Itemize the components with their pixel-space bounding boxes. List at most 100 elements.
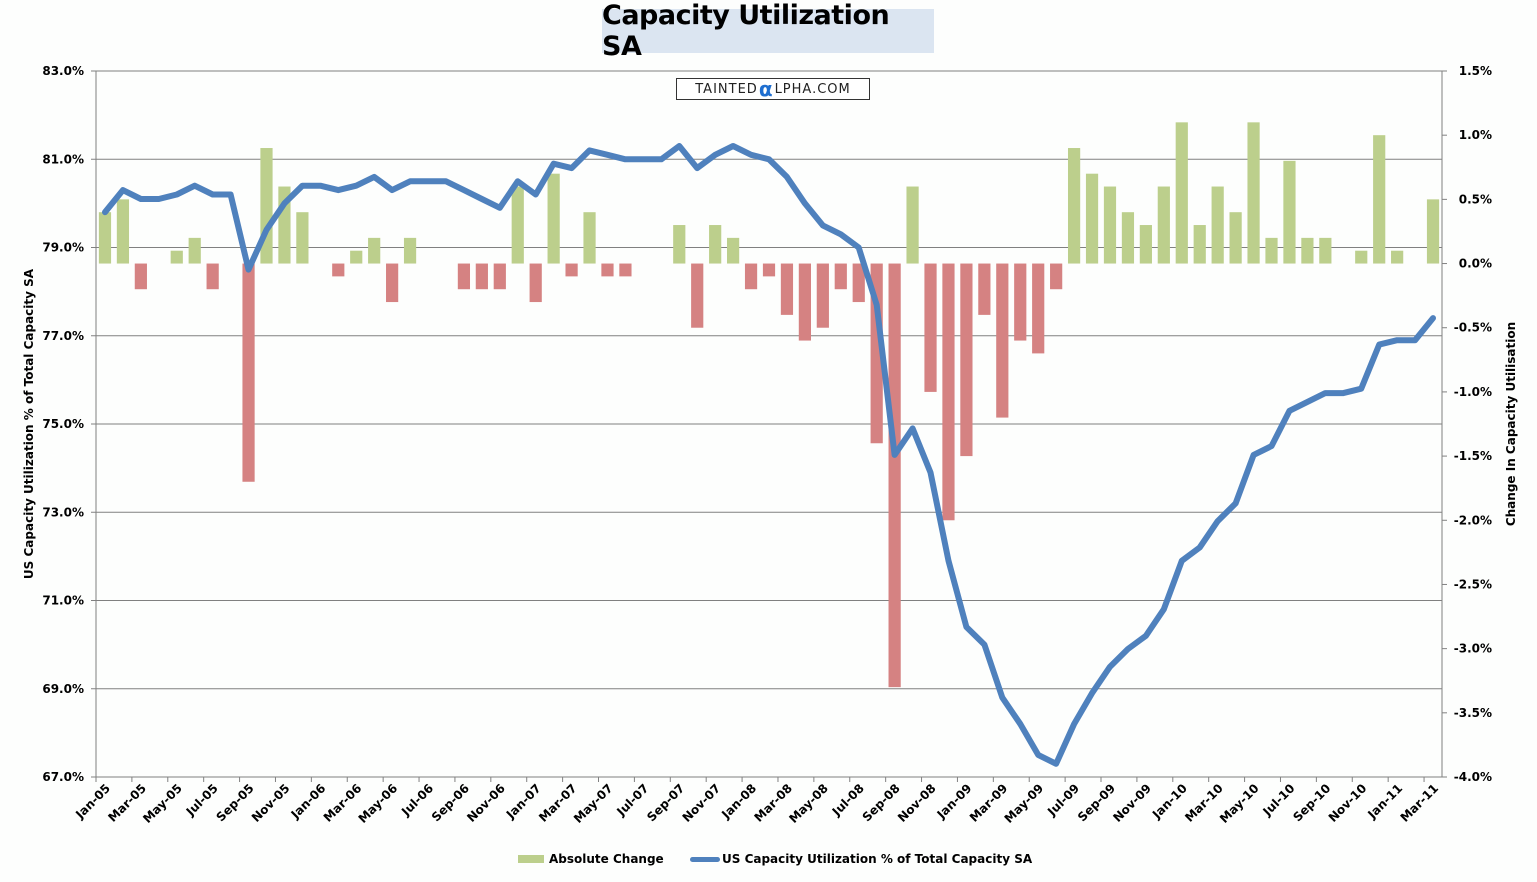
left-tick-label: 69.0%: [42, 682, 84, 696]
bar-negative: [565, 263, 578, 277]
bar-negative: [816, 263, 829, 328]
bar-positive: [906, 186, 919, 264]
bar-positive: [1426, 199, 1440, 264]
gridlines: [96, 70, 1442, 778]
bar-negative: [457, 263, 471, 290]
logo-text-post: LPHA.COM: [774, 81, 851, 97]
x-tick-label: May-08: [786, 781, 831, 826]
right-axis-tick-labels: 1.5% 1.0% 0.5% 0.0% -0.5% -1.0% -1.5% -2.0% -2.5…: [1454, 64, 1492, 784]
right-tick-label: 0.5%: [1459, 192, 1492, 206]
bar-series: [98, 122, 1440, 688]
bar-negative: [332, 263, 345, 277]
bar-positive: [673, 225, 686, 264]
bar-negative: [942, 263, 955, 521]
bar-positive: [547, 173, 560, 264]
bar-positive: [1283, 160, 1296, 264]
right-tick-label: -3.0%: [1454, 642, 1492, 656]
left-tick-label: 81.0%: [42, 152, 84, 166]
bar-positive: [116, 199, 130, 264]
bar-negative: [242, 263, 255, 482]
x-tick-label: Nov-10: [1326, 781, 1370, 825]
left-axis-label: US Capacity Utilization % of Total Capac…: [22, 268, 36, 579]
legend-line-label: US Capacity Utilization % of Total Capac…: [722, 852, 1033, 866]
bar-positive: [350, 250, 363, 264]
bar-negative: [475, 263, 488, 290]
axes: [91, 70, 1447, 782]
left-tick-label: 67.0%: [42, 770, 84, 784]
x-tick-label: Sep-07: [644, 781, 687, 824]
bar-positive: [1391, 250, 1404, 264]
bar-positive: [1067, 148, 1081, 264]
bar-negative: [960, 263, 973, 457]
bar-negative: [529, 263, 542, 303]
bar-negative: [493, 263, 506, 290]
chart-title-box: Capacity Utilization SA: [602, 0, 934, 62]
bar-positive: [170, 250, 183, 264]
left-tick-label: 73.0%: [42, 505, 84, 519]
right-tick-label: 0.0%: [1459, 257, 1492, 271]
bar-negative: [386, 263, 399, 303]
line-series: [102, 143, 1436, 767]
legend-bar-label: Absolute Change: [549, 852, 664, 866]
bar-positive: [188, 237, 201, 264]
right-tick-label: -3.5%: [1454, 706, 1492, 720]
x-tick-label: Sep-10: [1290, 781, 1333, 824]
bar-negative: [691, 263, 704, 328]
left-tick-label: 71.0%: [42, 594, 84, 608]
bar-negative: [924, 263, 937, 392]
x-tick-label: Nov-06: [464, 781, 508, 825]
x-tick-label: Mar-11: [1398, 781, 1442, 825]
bar-negative: [798, 263, 811, 341]
x-axis-tick-labels: Jan-05Mar-05May-05Jul-05Sep-05Nov-05Jan-…: [72, 781, 1441, 826]
bar-positive: [1121, 212, 1135, 264]
bar-positive: [511, 186, 524, 264]
bar-negative: [744, 263, 758, 290]
bar-positive: [1355, 250, 1368, 264]
bar-negative: [601, 263, 614, 277]
x-tick-label: Sep-05: [213, 781, 256, 824]
right-tick-label: -2.0%: [1454, 513, 1492, 527]
bar-positive: [1247, 122, 1260, 264]
bar-negative: [1014, 263, 1027, 341]
legend: Absolute Change US Capacity Utilization …: [0, 850, 1537, 870]
chart-title: Capacity Utilization SA: [602, 0, 890, 62]
x-tick-label: Sep-08: [860, 781, 903, 824]
bar-positive: [727, 237, 740, 264]
left-tick-label: 79.0%: [42, 241, 84, 255]
bar-negative: [1032, 263, 1045, 354]
legend-line-swatch: [690, 856, 720, 862]
bar-negative: [996, 263, 1009, 418]
x-tick-label: Sep-09: [1075, 781, 1118, 824]
right-tick-label: -1.0%: [1454, 385, 1492, 399]
legend-item-bars: Absolute Change: [518, 852, 664, 866]
right-axis-label: Change In Capacity Utilisation: [1504, 322, 1518, 526]
x-tick-label: Sep-06: [429, 781, 472, 824]
x-tick-label: May-05: [140, 781, 185, 826]
right-tick-label: -0.5%: [1454, 321, 1492, 335]
bar-positive: [709, 225, 722, 264]
x-tick-label: Nov-09: [1110, 781, 1154, 825]
bar-positive: [1373, 135, 1386, 264]
right-tick-label: -1.5%: [1454, 449, 1492, 463]
right-tick-label: -2.5%: [1454, 577, 1492, 591]
x-tick-label: May-06: [356, 781, 401, 826]
x-tick-label: Nov-07: [680, 781, 724, 825]
bar-positive: [403, 237, 417, 264]
x-tick-label: Nov-08: [895, 781, 939, 825]
x-tick-label: May-09: [1002, 781, 1047, 826]
bar-positive: [1175, 122, 1188, 264]
x-tick-label: May-10: [1217, 781, 1262, 826]
legend-bar-swatch: [518, 855, 544, 863]
right-tick-label: 1.5%: [1459, 64, 1492, 78]
x-tick-label: Nov-05: [249, 781, 293, 825]
left-tick-label: 75.0%: [42, 417, 84, 431]
bar-positive: [583, 212, 596, 264]
bar-negative: [1050, 263, 1063, 290]
bar-negative: [206, 263, 219, 290]
right-tick-label: -4.0%: [1454, 770, 1492, 784]
bar-positive: [1229, 212, 1242, 264]
bar-positive: [1103, 186, 1117, 264]
logo-alpha-glyph: α: [758, 77, 774, 101]
bar-positive: [1211, 186, 1224, 264]
logo-watermark: TAINTED α LPHA.COM: [676, 78, 870, 100]
